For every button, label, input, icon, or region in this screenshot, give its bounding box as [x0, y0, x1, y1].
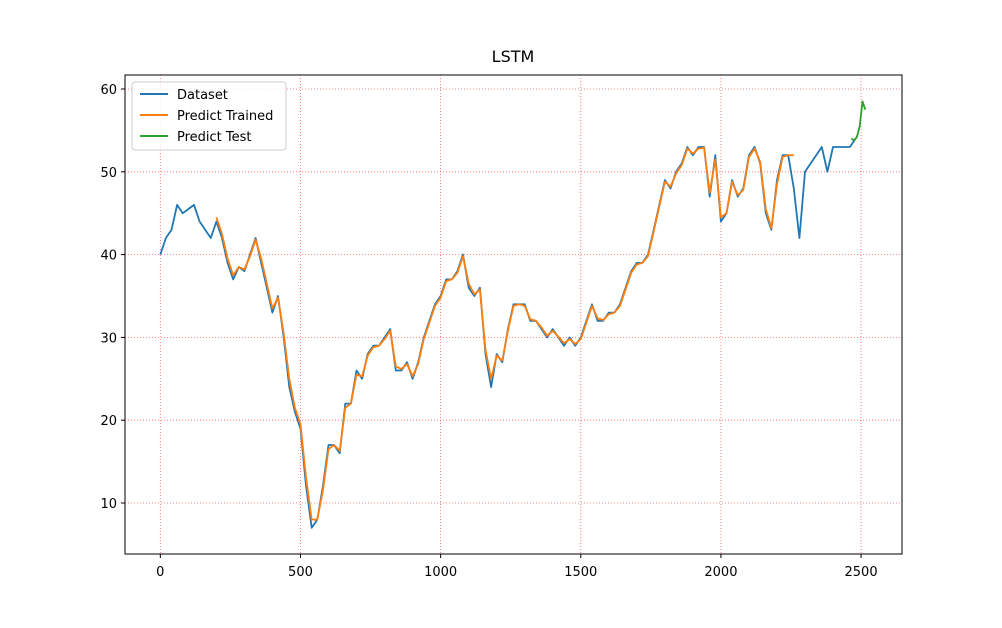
y-tick-label: 10 — [100, 497, 117, 512]
chart-title: LSTM — [492, 47, 535, 66]
y-tick-label: 30 — [100, 331, 117, 346]
y-tick-label: 20 — [100, 414, 117, 429]
series-line — [215, 146, 794, 521]
y-tick-label: 60 — [100, 83, 117, 98]
series-line — [850, 100, 867, 142]
x-tick-label: 0 — [156, 565, 164, 580]
x-tick-label: 500 — [288, 565, 313, 580]
legend-label: Predict Test — [177, 130, 252, 145]
legend-label: Predict Trained — [177, 109, 273, 124]
plot-frame — [124, 74, 903, 555]
x-tick-label: 1000 — [424, 565, 457, 580]
legend-label: Dataset — [177, 88, 228, 103]
y-tick-label: 40 — [100, 249, 117, 264]
legend-box — [131, 81, 287, 151]
x-tick-label: 2000 — [704, 565, 737, 580]
x-tick-label: 1500 — [564, 565, 597, 580]
x-tick-label: 2500 — [845, 565, 878, 580]
y-tick-label: 50 — [100, 166, 117, 181]
